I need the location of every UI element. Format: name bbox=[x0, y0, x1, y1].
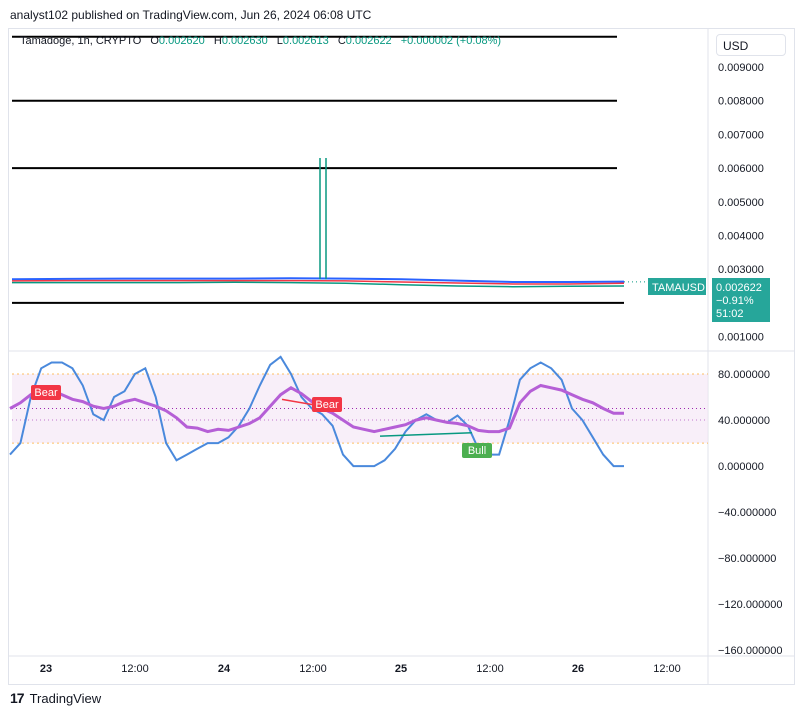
ohlc-legend: Tamadoge, 1h, CRYPTO O0.002620 H0.002630… bbox=[20, 35, 501, 47]
stoch-rsi-pane: Bear Bear Bull bbox=[9, 355, 708, 468]
x-tick-label: 12:00 bbox=[653, 663, 681, 675]
stoch-y-tick: −80.000000 bbox=[718, 553, 776, 565]
price-y-tick: 0.004000 bbox=[718, 230, 764, 242]
x-tick-label: 12:00 bbox=[121, 663, 149, 675]
ticker-badge-bg bbox=[648, 278, 706, 295]
footer: 17 TradingView bbox=[10, 690, 101, 706]
x-tick-label: 12:00 bbox=[476, 663, 504, 675]
change-value: +0.000002 (+0.08%) bbox=[400, 35, 502, 47]
close-label: C bbox=[337, 35, 346, 47]
bull-label: Bull bbox=[468, 445, 486, 457]
price-pane bbox=[9, 29, 795, 684]
bull-label-bg bbox=[462, 443, 492, 458]
price-badge: TAMAUSD 0.002622 −0.91% 51:02 bbox=[648, 278, 770, 322]
price-badge-countdown: 51:02 bbox=[716, 308, 744, 320]
price-badge-value: 0.002622 bbox=[716, 282, 762, 294]
stoch-y-tick: −40.000000 bbox=[718, 507, 776, 519]
x-tick-label: 26 bbox=[572, 663, 584, 675]
ticker-badge-label: TAMAUSD bbox=[652, 282, 705, 294]
low-label: L bbox=[276, 35, 283, 47]
price-y-tick: 0.008000 bbox=[718, 96, 764, 108]
x-tick-label: 24 bbox=[218, 663, 231, 675]
y-axis: 0.009000 0.008000 0.007000 0.006000 0.005000… bbox=[718, 62, 783, 657]
publish-header: analyst102 published on TradingView.com,… bbox=[10, 8, 372, 22]
price-y-tick: 0.001000 bbox=[718, 332, 764, 344]
close-value: 0.002622 bbox=[345, 35, 392, 47]
price-y-tick: 0.007000 bbox=[718, 129, 764, 141]
open-value: 0.002620 bbox=[158, 35, 205, 47]
x-tick-label: 12:00 bbox=[299, 663, 327, 675]
stoch-y-tick: 0.000000 bbox=[718, 461, 764, 473]
price-y-tick: 0.005000 bbox=[718, 197, 764, 209]
price-y-tick: 0.003000 bbox=[718, 264, 764, 276]
currency-selector[interactable]: USD bbox=[716, 34, 786, 56]
x-tick-label: 23 bbox=[40, 663, 52, 675]
high-value: 0.002630 bbox=[221, 35, 268, 47]
tradingview-logo-icon: 17 bbox=[10, 690, 25, 706]
footer-brand: TradingView bbox=[29, 690, 102, 706]
bear-label-bg bbox=[312, 397, 342, 412]
price-series-line bbox=[12, 281, 625, 288]
high-label: H bbox=[213, 35, 222, 47]
open-label: O bbox=[150, 35, 159, 47]
low-value: 0.002613 bbox=[282, 35, 329, 47]
stoch-y-tick: −160.000000 bbox=[718, 645, 783, 657]
price-badge-change: −0.91% bbox=[716, 295, 754, 307]
symbol-label: Tamadoge, 1h, CRYPTO bbox=[20, 35, 142, 47]
price-y-tick: 0.009000 bbox=[718, 62, 764, 74]
bear-label: Bear bbox=[34, 387, 58, 399]
price-series-line bbox=[11, 277, 625, 283]
price-badge-bg bbox=[712, 278, 770, 322]
stoch-y-tick: −120.000000 bbox=[718, 599, 783, 611]
x-tick-label: 25 bbox=[395, 663, 407, 675]
stoch-y-tick: 40.000000 bbox=[718, 415, 770, 427]
chart-frame[interactable] bbox=[8, 28, 795, 685]
x-axis: 23 12:00 24 12:00 25 12:00 26 12:00 bbox=[40, 663, 681, 675]
price-series-line bbox=[11, 279, 625, 285]
stoch-y-tick: 80.000000 bbox=[718, 369, 770, 381]
price-y-tick: 0.006000 bbox=[718, 163, 764, 175]
bear-label-bg bbox=[31, 385, 61, 400]
bear-label: Bear bbox=[315, 399, 339, 411]
bull-divergence-line bbox=[379, 431, 473, 437]
